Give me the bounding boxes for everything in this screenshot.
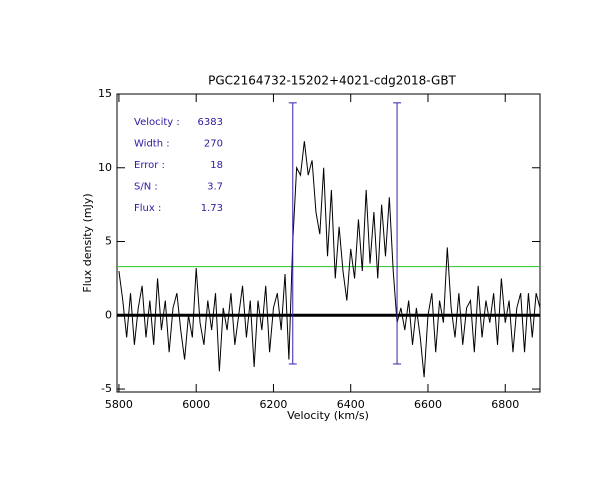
y-tick-label: 10 xyxy=(98,161,112,174)
annotation-value: 3.7 xyxy=(207,182,223,193)
annotation-value: 18 xyxy=(210,160,223,171)
annotation-label: Error : xyxy=(134,160,165,171)
x-axis-label: Velocity (km/s) xyxy=(287,409,369,422)
x-tick-label: 6000 xyxy=(182,398,210,411)
annotation-label: Width : xyxy=(134,139,170,150)
chart-title: PGC2164732-15202+4021-cdg2018-GBT xyxy=(208,74,456,88)
y-axis-label: Flux density (mJy) xyxy=(81,193,94,292)
y-tick-label: 0 xyxy=(105,308,112,321)
annotation-label: S/N : xyxy=(134,182,158,193)
annotation-label: Flux : xyxy=(134,203,161,214)
annotation-value: 270 xyxy=(204,139,223,150)
spectrum-line xyxy=(118,141,541,378)
x-tick-label: 6800 xyxy=(491,398,519,411)
annotation-label: Velocity : xyxy=(134,117,180,128)
annotation-value: 1.73 xyxy=(201,203,223,214)
annotation-value: 6383 xyxy=(198,117,223,128)
x-tick-label: 6600 xyxy=(414,398,442,411)
x-tick-label: 6200 xyxy=(259,398,287,411)
x-tick-label: 6400 xyxy=(337,398,365,411)
y-tick-label: 5 xyxy=(105,235,112,248)
y-tick-label: -5 xyxy=(101,382,112,395)
plot-frame xyxy=(116,93,541,393)
y-tick-label: 15 xyxy=(98,87,112,100)
x-tick-label: 5800 xyxy=(105,398,133,411)
